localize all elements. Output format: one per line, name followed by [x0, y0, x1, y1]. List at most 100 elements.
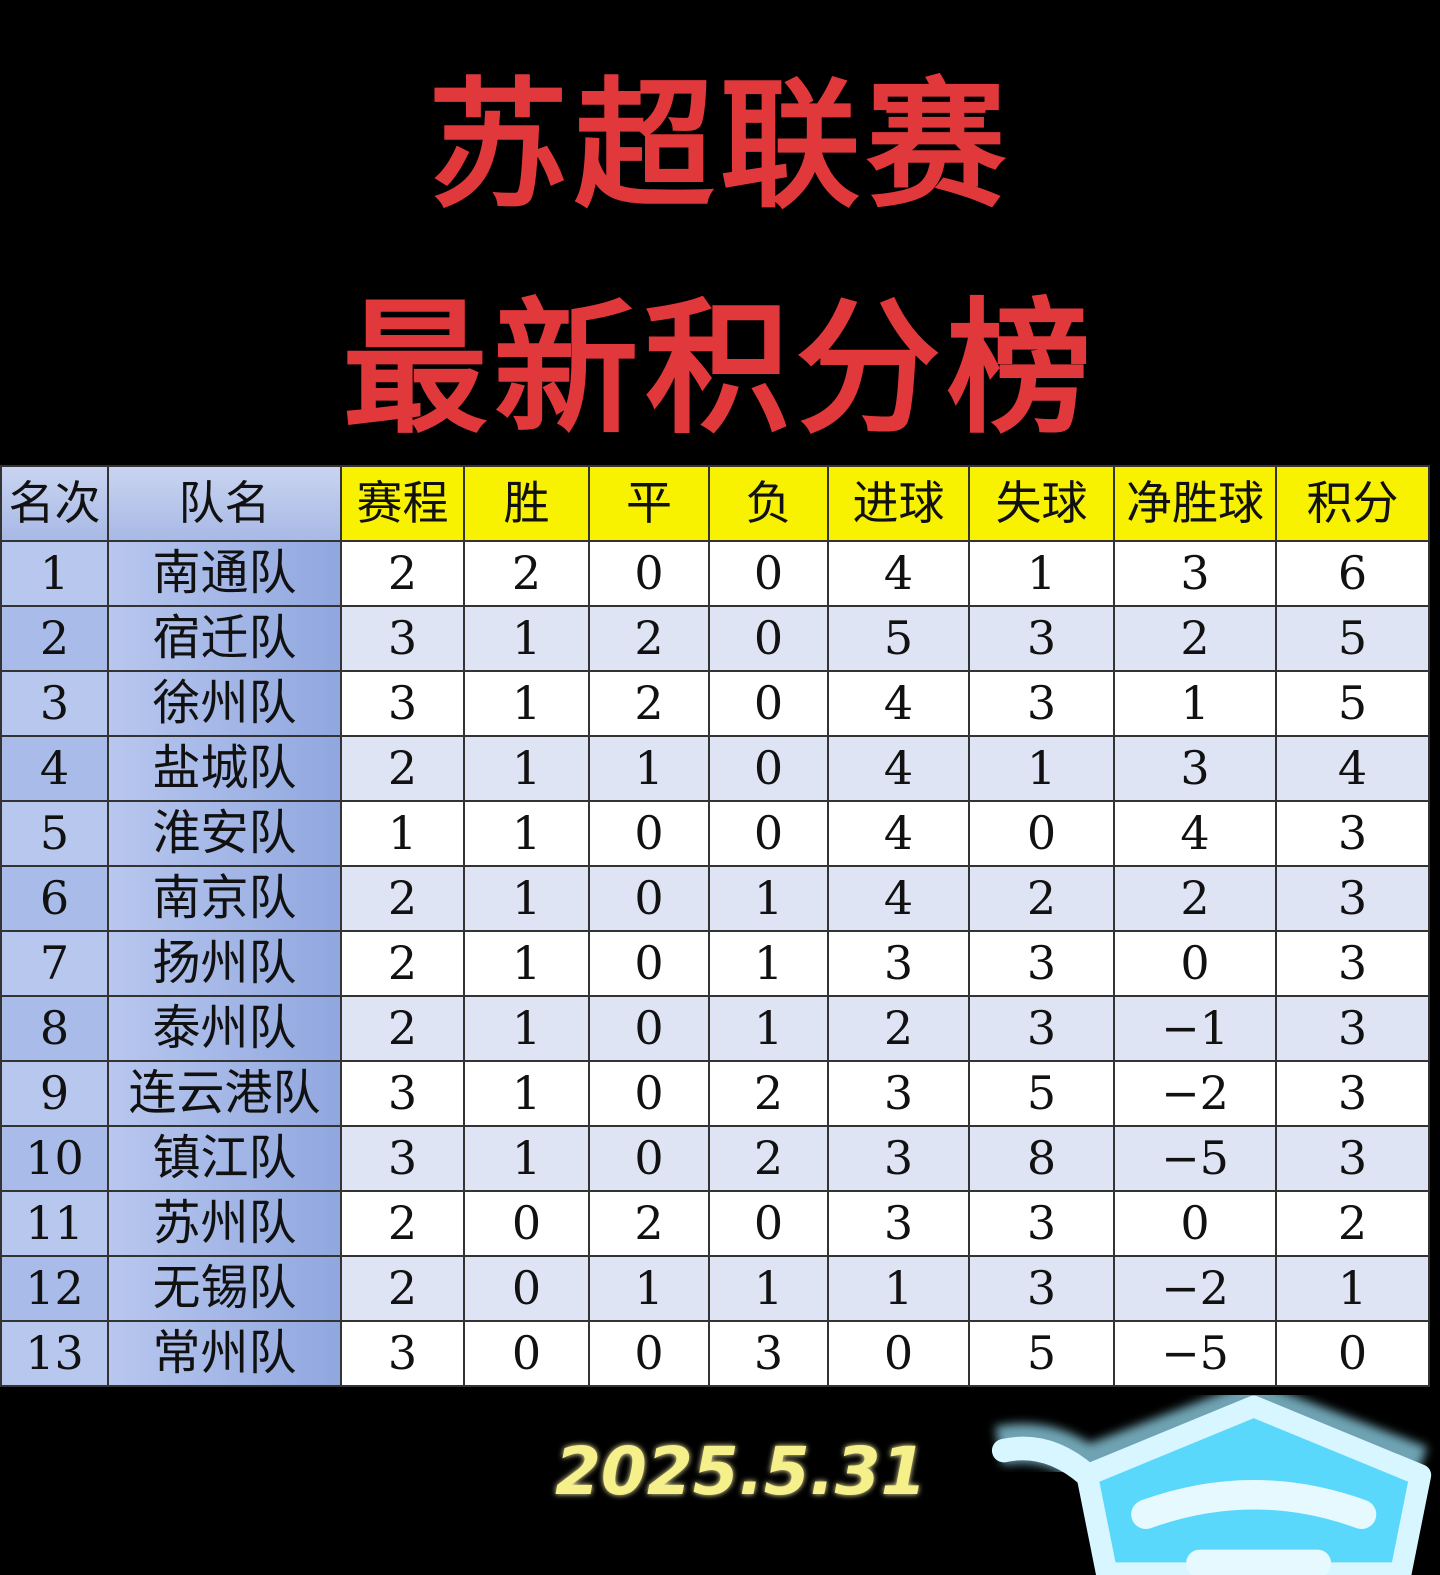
stat-cell: 2: [340, 865, 465, 932]
rank-cell: 4: [0, 735, 109, 802]
stat-cell: 2: [340, 1255, 465, 1322]
stat-cell: 0: [708, 800, 829, 867]
stat-cell: 3: [827, 930, 970, 997]
stat-cell: 2: [1113, 605, 1277, 672]
table-row: 2 宿迁队 3 1 2 0 5 3 2 5: [0, 605, 1430, 672]
stat-cell: 1: [463, 865, 590, 932]
rank-cell: 5: [0, 800, 109, 867]
stat-cell: 0: [708, 540, 829, 607]
table-row: 6 南京队 2 1 0 1 4 2 2 3: [0, 865, 1430, 932]
stat-cell: 3: [968, 995, 1115, 1062]
team-name-cell: 镇江队: [107, 1125, 342, 1192]
stat-cell: 6: [1275, 540, 1430, 607]
stat-cell: 0: [968, 800, 1115, 867]
table-row: 12 无锡队 2 0 1 1 1 3 −2 1: [0, 1255, 1430, 1322]
stat-cell: 4: [827, 800, 970, 867]
stat-cell: 2: [340, 995, 465, 1062]
stat-cell: 2: [588, 1190, 710, 1257]
stat-cell: 4: [827, 540, 970, 607]
stat-cell: 2: [588, 605, 710, 672]
stat-cell: 2: [340, 735, 465, 802]
stat-cell: 0: [588, 995, 710, 1062]
column-header: 失球: [968, 465, 1115, 542]
stat-cell: 0: [463, 1190, 590, 1257]
team-name-cell: 常州队: [107, 1320, 342, 1387]
stat-cell: 3: [1113, 540, 1277, 607]
rank-cell: 11: [0, 1190, 109, 1257]
column-header: 进球: [827, 465, 970, 542]
column-header: 平: [588, 465, 710, 542]
stat-cell: 3: [1275, 865, 1430, 932]
stat-cell: 3: [968, 670, 1115, 737]
stat-cell: 4: [827, 865, 970, 932]
stat-cell: 3: [1275, 1125, 1430, 1192]
stat-cell: 2: [708, 1125, 829, 1192]
stat-cell: 2: [340, 930, 465, 997]
team-name-cell: 宿迁队: [107, 605, 342, 672]
title-line-1: 苏超联赛: [427, 65, 1012, 228]
stat-cell: 2: [340, 1190, 465, 1257]
stat-cell: 0: [708, 735, 829, 802]
stat-cell: 1: [463, 670, 590, 737]
rank-cell: 12: [0, 1255, 109, 1322]
rank-cell: 3: [0, 670, 109, 737]
stat-cell: 1: [588, 735, 710, 802]
stat-cell: 2: [1113, 865, 1277, 932]
stat-cell: 3: [827, 1190, 970, 1257]
table-header-row: 名次 队名 赛程胜平负进球 失球 净胜球 积分: [0, 465, 1430, 542]
table-row: 10 镇江队 3 1 0 2 3 8 −5 3: [0, 1125, 1430, 1192]
stat-cell: 3: [340, 605, 465, 672]
stat-cell: 3: [708, 1320, 829, 1387]
table-row: 5 淮安队 1 1 0 0 4 0 4 3: [0, 800, 1430, 867]
stat-cell: 0: [463, 1255, 590, 1322]
stat-cell: 5: [1275, 605, 1430, 672]
stat-cell: 3: [968, 605, 1115, 672]
stat-cell: 0: [708, 1190, 829, 1257]
stat-cell: 1: [463, 995, 590, 1062]
team-name-cell: 淮安队: [107, 800, 342, 867]
team-name-cell: 盐城队: [107, 735, 342, 802]
stat-cell: 4: [1113, 800, 1277, 867]
column-header: 胜: [463, 465, 590, 542]
stat-cell: 5: [968, 1320, 1115, 1387]
stat-cell: 0: [1113, 930, 1277, 997]
table-row: 13 常州队 3 0 0 3 0 5 −5 0: [0, 1320, 1430, 1387]
stat-cell: 3: [968, 1255, 1115, 1322]
stat-cell: 3: [340, 1125, 465, 1192]
stat-cell: 1: [968, 540, 1115, 607]
stat-cell: 1: [708, 1255, 829, 1322]
team-name-cell: 泰州队: [107, 995, 342, 1062]
stat-cell: 1: [1275, 1255, 1430, 1322]
stat-cell: −5: [1113, 1320, 1277, 1387]
stat-cell: −2: [1113, 1060, 1277, 1127]
stat-cell: 3: [968, 930, 1115, 997]
stat-cell: −1: [1113, 995, 1277, 1062]
team-name-cell: 南通队: [107, 540, 342, 607]
face-mask-icon: [991, 1385, 1432, 1575]
stat-cell: −2: [1113, 1255, 1277, 1322]
table-row: 11 苏州队 2 0 2 0 3 3 0 2: [0, 1190, 1430, 1257]
stat-cell: 2: [708, 1060, 829, 1127]
stat-cell: 2: [340, 540, 465, 607]
rank-cell: 10: [0, 1125, 109, 1192]
stat-cell: 4: [1275, 735, 1430, 802]
stat-cell: 3: [1275, 930, 1430, 997]
stat-cell: 3: [1113, 735, 1277, 802]
stat-cell: 0: [588, 1125, 710, 1192]
rank-cell: 1: [0, 540, 109, 607]
title-line-2: 最新积分榜: [342, 285, 1098, 454]
stat-cell: 0: [1275, 1320, 1430, 1387]
table-row: 3 徐州队 3 1 2 0 4 3 1 5: [0, 670, 1430, 737]
stat-cell: 0: [827, 1320, 970, 1387]
stat-cell: 2: [463, 540, 590, 607]
stat-cell: 2: [968, 865, 1115, 932]
stat-cell: 4: [827, 670, 970, 737]
stat-cell: 1: [827, 1255, 970, 1322]
team-name-cell: 南京队: [107, 865, 342, 932]
date-label: 2025.5.31: [555, 1433, 927, 1510]
table-row: 7 扬州队 2 1 0 1 3 3 0 3: [0, 930, 1430, 997]
stat-cell: 3: [968, 1190, 1115, 1257]
table-row: 1 南通队 2 2 0 0 4 1 3 6: [0, 540, 1430, 607]
stat-cell: 3: [340, 1060, 465, 1127]
column-header: 队名: [107, 465, 342, 542]
